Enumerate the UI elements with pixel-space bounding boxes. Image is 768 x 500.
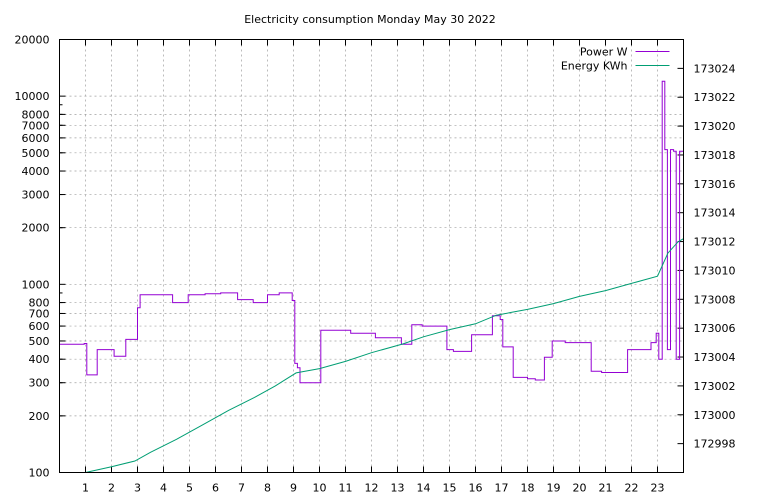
y2-axis-ticks: 172998 173000 173002 173004 173006 173008 1730… <box>678 62 736 450</box>
y2-tick-label: 173024 <box>694 62 736 75</box>
x-tick-label: 21 <box>599 482 613 495</box>
y2-tick-label: 173020 <box>694 120 736 133</box>
x-tick-label: 2 <box>108 482 115 495</box>
y2-tick-label: 173016 <box>694 178 736 191</box>
y2-tick-label: 173006 <box>694 322 736 335</box>
legend-label: Energy KWh <box>561 60 628 73</box>
x-tick-label: 10 <box>313 482 327 495</box>
y-tick-label: 200 <box>29 410 50 423</box>
grid-lines <box>60 40 684 473</box>
chart-canvas: Electricity consumption Monday May 30 20… <box>0 0 768 500</box>
y2-tick-label: 173010 <box>694 264 736 277</box>
x-tick-label: 13 <box>391 482 405 495</box>
x-tick-label: 23 <box>651 482 665 495</box>
x-tick-label: 14 <box>417 482 431 495</box>
chart-title: Electricity consumption Monday May 30 20… <box>244 13 496 26</box>
y-tick-label: 4000 <box>22 165 50 178</box>
y-tick-label: 600 <box>29 320 50 333</box>
x-tick-label: 9 <box>290 482 297 495</box>
legend-label: Power W <box>580 46 628 59</box>
x-tick-label: 22 <box>625 482 639 495</box>
y-tick-label: 400 <box>29 353 50 366</box>
x-tick-label: 4 <box>160 482 167 495</box>
y-tick-label: 2000 <box>22 222 50 235</box>
x-tick-label: 3 <box>134 482 141 495</box>
y-tick-label: 5000 <box>22 147 50 160</box>
x-tick-label: 1 <box>82 482 89 495</box>
x-axis-ticks: 1 2 3 4 5 6 7 8 9 10 11 12 13 14 15 16 17 18 19 20 21 22 23 <box>82 40 665 495</box>
x-tick-label: 5 <box>186 482 193 495</box>
x-tick-label: 19 <box>547 482 561 495</box>
x-tick-label: 12 <box>365 482 379 495</box>
series-line-energy <box>86 239 684 473</box>
y-tick-label: 100 <box>29 467 50 480</box>
x-tick-label: 15 <box>443 482 457 495</box>
y-tick-label: 6000 <box>22 132 50 145</box>
y2-tick-label: 173002 <box>694 380 736 393</box>
y-tick-label: 300 <box>29 377 50 390</box>
x-tick-label: 8 <box>264 482 271 495</box>
y2-tick-label: 173018 <box>694 149 736 162</box>
y2-tick-label: 173008 <box>694 293 736 306</box>
y2-tick-label: 173012 <box>694 236 736 249</box>
y-tick-label: 3000 <box>22 189 50 202</box>
x-tick-label: 7 <box>238 482 245 495</box>
y-tick-label: 500 <box>29 335 50 348</box>
y-tick-label: 10000 <box>15 90 50 103</box>
x-tick-label: 11 <box>339 482 353 495</box>
y-axis-ticks: 1002003004005006007008001000200030004000… <box>15 34 66 480</box>
y2-tick-label: 173004 <box>694 351 736 364</box>
y-tick-label: 20000 <box>15 34 50 47</box>
x-tick-label: 16 <box>469 482 483 495</box>
y-tick-label: 8000 <box>22 108 50 121</box>
y2-tick-label: 172998 <box>694 438 736 451</box>
x-tick-label: 17 <box>495 482 509 495</box>
x-tick-label: 20 <box>573 482 587 495</box>
x-tick-label: 18 <box>521 482 535 495</box>
y-tick-label: 1000 <box>22 278 50 291</box>
y2-tick-label: 173014 <box>694 207 736 220</box>
y2-tick-label: 173000 <box>694 409 736 422</box>
x-tick-label: 6 <box>212 482 219 495</box>
y2-tick-label: 173022 <box>694 91 736 104</box>
y-tick-label: 800 <box>29 297 50 310</box>
